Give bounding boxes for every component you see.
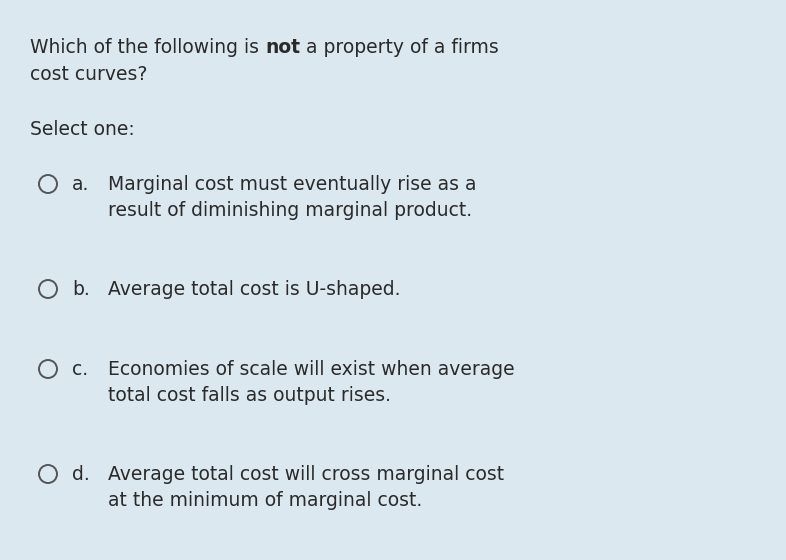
Text: total cost falls as output rises.: total cost falls as output rises. [108, 386, 391, 405]
Text: d.: d. [72, 465, 90, 484]
Text: c.: c. [72, 360, 88, 379]
Text: not: not [265, 38, 300, 57]
Text: Economies of scale will exist when average: Economies of scale will exist when avera… [108, 360, 515, 379]
Text: Average total cost will cross marginal cost: Average total cost will cross marginal c… [108, 465, 504, 484]
Text: Select one:: Select one: [30, 120, 134, 139]
Text: cost curves?: cost curves? [30, 65, 148, 84]
Text: b.: b. [72, 280, 90, 299]
Text: Average total cost is U-shaped.: Average total cost is U-shaped. [108, 280, 401, 299]
Text: Which of the following is: Which of the following is [30, 38, 265, 57]
Text: a.: a. [72, 175, 90, 194]
Text: a property of a firms: a property of a firms [300, 38, 499, 57]
Text: result of diminishing marginal product.: result of diminishing marginal product. [108, 201, 472, 220]
Text: Marginal cost must eventually rise as a: Marginal cost must eventually rise as a [108, 175, 476, 194]
Text: at the minimum of marginal cost.: at the minimum of marginal cost. [108, 491, 422, 510]
